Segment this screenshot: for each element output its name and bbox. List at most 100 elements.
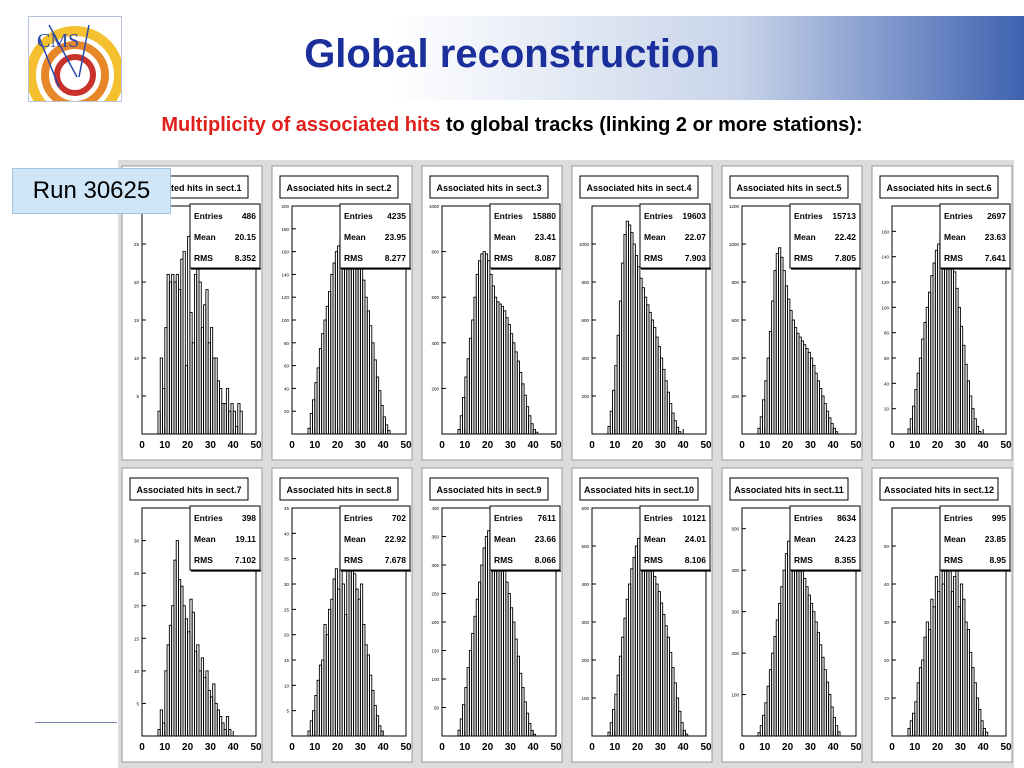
stats-box <box>789 203 861 269</box>
title-box <box>279 477 399 501</box>
y-tick-label: 40 <box>884 582 890 587</box>
stat-value: 7.641 <box>985 253 1007 263</box>
stat-value: 22.42 <box>835 232 857 242</box>
stat-value: 23.85 <box>985 534 1007 544</box>
y-tick-label: 140 <box>881 255 889 260</box>
x-tick-label: 10 <box>159 742 171 753</box>
stat-label: Mean <box>794 232 816 242</box>
x-tick-label: 30 <box>655 440 667 451</box>
y-tick-label: 60 <box>284 364 290 369</box>
y-tick-label: 200 <box>731 394 739 399</box>
histogram-title: Associated hits in sect.11 <box>734 485 844 495</box>
y-tick-label: 25 <box>284 607 290 612</box>
stat-value: 24.01 <box>685 534 707 544</box>
stat-value: 8.277 <box>385 253 407 263</box>
stat-value: 19.11 <box>235 534 256 544</box>
histogram-bin <box>232 410 236 435</box>
x-tick-label: 0 <box>439 742 445 753</box>
x-tick-label: 10 <box>759 742 771 753</box>
stat-value: 15713 <box>832 211 856 221</box>
x-tick-label: 20 <box>632 440 644 451</box>
stat-label: Mean <box>644 232 666 242</box>
y-tick-label: 200 <box>581 658 589 663</box>
histogram-panel-4: 0 10 20 30 40 50 200 400 600 800 1000 Associated hi… <box>571 165 713 461</box>
y-tick-label: 25 <box>134 242 140 247</box>
histogram-title: Associated hits in sect.2 <box>286 183 391 193</box>
y-tick-label: 150 <box>431 649 439 654</box>
title-box <box>129 477 249 501</box>
stat-value: 995 <box>992 513 1006 523</box>
y-tick-label: 1000 <box>429 204 440 209</box>
stat-label: Mean <box>194 232 216 242</box>
x-tick-label: 30 <box>955 742 967 753</box>
y-tick-label: 500 <box>731 527 739 532</box>
x-tick-label: 50 <box>250 440 262 451</box>
x-tick-label: 10 <box>609 440 621 451</box>
stat-label: Mean <box>194 534 216 544</box>
stats-box <box>639 203 711 269</box>
y-tick-label: 200 <box>431 620 439 625</box>
stat-label: Mean <box>494 232 516 242</box>
y-tick-label: 10 <box>134 669 140 674</box>
stat-value: 8.95 <box>989 555 1006 565</box>
histogram-panel-12: 0 10 20 30 40 50 10 20 30 40 50 Associated hits in … <box>871 467 1013 763</box>
y-tick-label: 400 <box>581 356 589 361</box>
x-tick-label: 20 <box>782 440 794 451</box>
page-subtitle: Multiplicity of associated hits to globa… <box>0 114 1024 137</box>
x-tick-label: 10 <box>309 440 321 451</box>
y-tick-label: 40 <box>284 386 290 391</box>
stat-value: 398 <box>242 513 256 523</box>
x-tick-label: 30 <box>655 742 667 753</box>
subtitle-highlight: Multiplicity of associated hits <box>161 114 441 136</box>
y-tick-label: 40 <box>284 531 290 536</box>
histogram-bin <box>978 431 982 435</box>
y-tick-label: 10 <box>884 696 890 701</box>
x-tick-label: 40 <box>528 742 540 753</box>
y-tick-label: 250 <box>431 592 439 597</box>
x-tick-label: 20 <box>932 440 944 451</box>
stat-label: RMS <box>494 555 513 565</box>
histogram-panel-2: 0 10 20 30 40 50 20 40 60 80 100 120 140 160 180 200 Ass… <box>271 165 413 461</box>
x-tick-label: 10 <box>609 742 621 753</box>
stat-label: Mean <box>494 534 516 544</box>
y-tick-label: 10 <box>284 683 290 688</box>
stat-value: 23.66 <box>535 534 557 544</box>
x-tick-label: 20 <box>632 742 644 753</box>
histogram-bin <box>985 731 989 737</box>
y-tick-label: 400 <box>581 582 589 587</box>
x-tick-label: 30 <box>505 742 517 753</box>
stat-label: Mean <box>794 534 816 544</box>
y-tick-label: 80 <box>284 341 290 346</box>
stat-label: Mean <box>944 534 966 544</box>
x-tick-label: 20 <box>332 742 344 753</box>
y-tick-label: 200 <box>581 394 589 399</box>
stat-value: 7.102 <box>235 555 257 565</box>
x-tick-label: 40 <box>978 742 990 753</box>
stat-value: 8.352 <box>235 253 257 263</box>
stat-value: 8634 <box>837 513 856 523</box>
stat-value: 24.23 <box>835 534 857 544</box>
y-tick-label: 5 <box>136 394 139 399</box>
x-tick-label: 0 <box>589 440 595 451</box>
y-tick-label: 5 <box>136 701 139 706</box>
x-tick-label: 0 <box>889 742 895 753</box>
y-tick-label: 1000 <box>729 242 740 247</box>
histogram-panel-10: 0 10 20 30 40 50 100 200 300 400 500 600 Associated … <box>571 467 713 763</box>
x-tick-label: 40 <box>678 742 690 753</box>
y-tick-label: 600 <box>431 295 439 300</box>
y-tick-label: 100 <box>881 305 889 310</box>
stats-box <box>489 203 561 269</box>
x-tick-label: 40 <box>828 440 840 451</box>
histogram-bin <box>680 722 684 737</box>
histogram-panel-11: 0 10 20 30 40 50 100 200 300 400 500 Associated hit… <box>721 467 863 763</box>
y-tick-label: 40 <box>884 381 890 386</box>
y-tick-label: 200 <box>281 204 289 209</box>
stat-value: 23.41 <box>535 232 557 242</box>
x-tick-label: 10 <box>459 742 471 753</box>
histogram-bin <box>385 424 389 435</box>
histogram-bin <box>835 431 839 435</box>
stat-label: Mean <box>644 534 666 544</box>
title-box <box>579 477 699 501</box>
x-tick-label: 0 <box>289 742 295 753</box>
title-box <box>879 175 999 199</box>
